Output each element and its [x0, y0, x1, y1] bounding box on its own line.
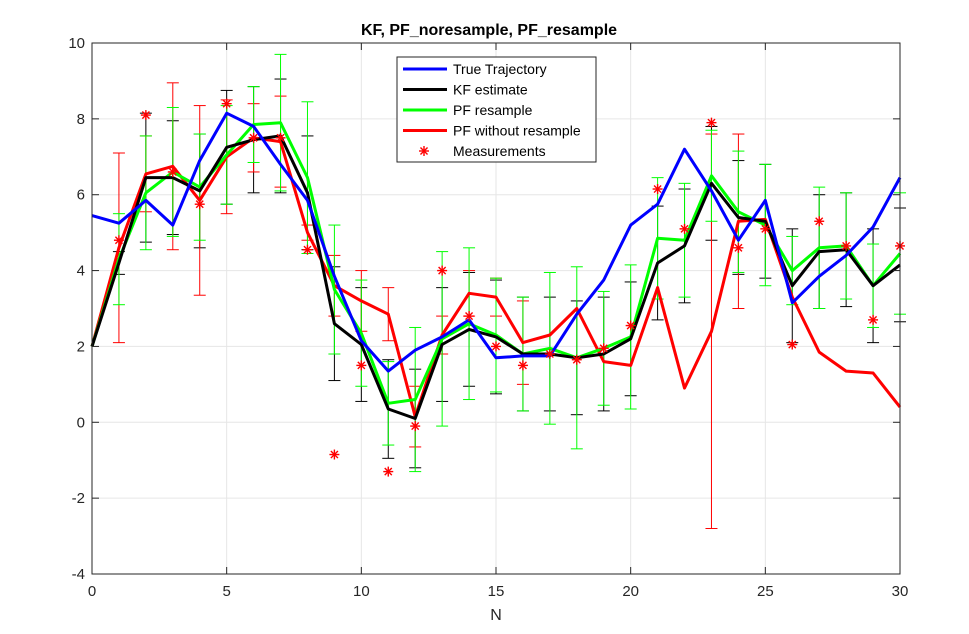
series-layer — [90, 53, 906, 529]
measurement-point — [356, 360, 367, 371]
x-tick-label: 5 — [222, 583, 230, 600]
measurement-point — [598, 343, 609, 354]
measurement-point — [733, 242, 744, 253]
chart-title: KF, PF_noresample, PF_resample — [361, 22, 617, 39]
measurement-point — [248, 132, 259, 143]
measurement-point — [625, 320, 636, 331]
measurement-point — [517, 360, 528, 371]
x-tick-label: 15 — [488, 583, 505, 600]
measurement-point — [140, 110, 151, 121]
legend-item: KF estimate — [403, 82, 528, 98]
measurement-point — [113, 235, 124, 246]
x-axis-label: N — [490, 607, 502, 624]
measurement-point — [275, 132, 286, 143]
legend-label: KF estimate — [453, 82, 528, 98]
measurement-point — [437, 265, 448, 276]
measurement-point — [760, 223, 771, 234]
y-tick-label: 6 — [77, 187, 85, 204]
measurement-point — [679, 223, 690, 234]
x-tick-label: 0 — [88, 583, 96, 600]
y-tick-label: 0 — [77, 414, 85, 431]
legend-item: Measurements — [419, 143, 546, 159]
series-line-kf-estimate — [90, 134, 901, 420]
y-tick-label: 8 — [77, 111, 85, 128]
y-tick-label: -2 — [72, 490, 85, 507]
x-tick-label: 20 — [622, 583, 639, 600]
measurement-point — [419, 146, 429, 156]
y-tick-label: 4 — [77, 263, 85, 280]
measurement-point — [194, 199, 205, 210]
y-tick-label: 2 — [77, 338, 85, 355]
measurement-point — [841, 240, 852, 251]
x-tick-label: 25 — [757, 583, 774, 600]
measurement-point — [383, 466, 394, 477]
y-tick-label: 10 — [68, 35, 85, 52]
legend-item: True Trajectory — [403, 61, 547, 77]
measurement-point — [652, 184, 663, 195]
measurement-point — [868, 314, 879, 325]
legend: True Trajectory KF estimate PF resample PF … — [396, 56, 597, 163]
legend-item: PF without resample — [403, 123, 581, 139]
legend-label: PF resample — [453, 102, 533, 118]
x-tick-label: 30 — [892, 583, 909, 600]
legend-label: Measurements — [453, 143, 546, 159]
measurement-point — [329, 449, 340, 460]
measurement-point — [491, 341, 501, 352]
measurement-point — [814, 216, 825, 227]
measurements — [113, 98, 905, 477]
ticks: 0 5 10 15 20 25 30 -4 -2 0 2 4 6 8 10 — [68, 35, 908, 600]
legend-item: PF resample — [403, 102, 533, 118]
series-line-true-trajectory — [91, 111, 902, 373]
measurement-point — [302, 244, 313, 255]
x-tick-label: 10 — [353, 583, 370, 600]
measurement-point — [464, 311, 475, 322]
measurement-point — [787, 339, 798, 350]
y-tick-label: -4 — [72, 566, 85, 583]
measurement-point — [544, 349, 555, 360]
measurement-point — [410, 421, 421, 432]
legend-label: True Trajectory — [453, 61, 547, 77]
measurement-point — [571, 354, 582, 365]
measurement-point — [167, 166, 178, 177]
measurement-point — [221, 98, 232, 109]
legend-label: PF without resample — [453, 123, 581, 139]
measurement-point — [706, 117, 717, 128]
